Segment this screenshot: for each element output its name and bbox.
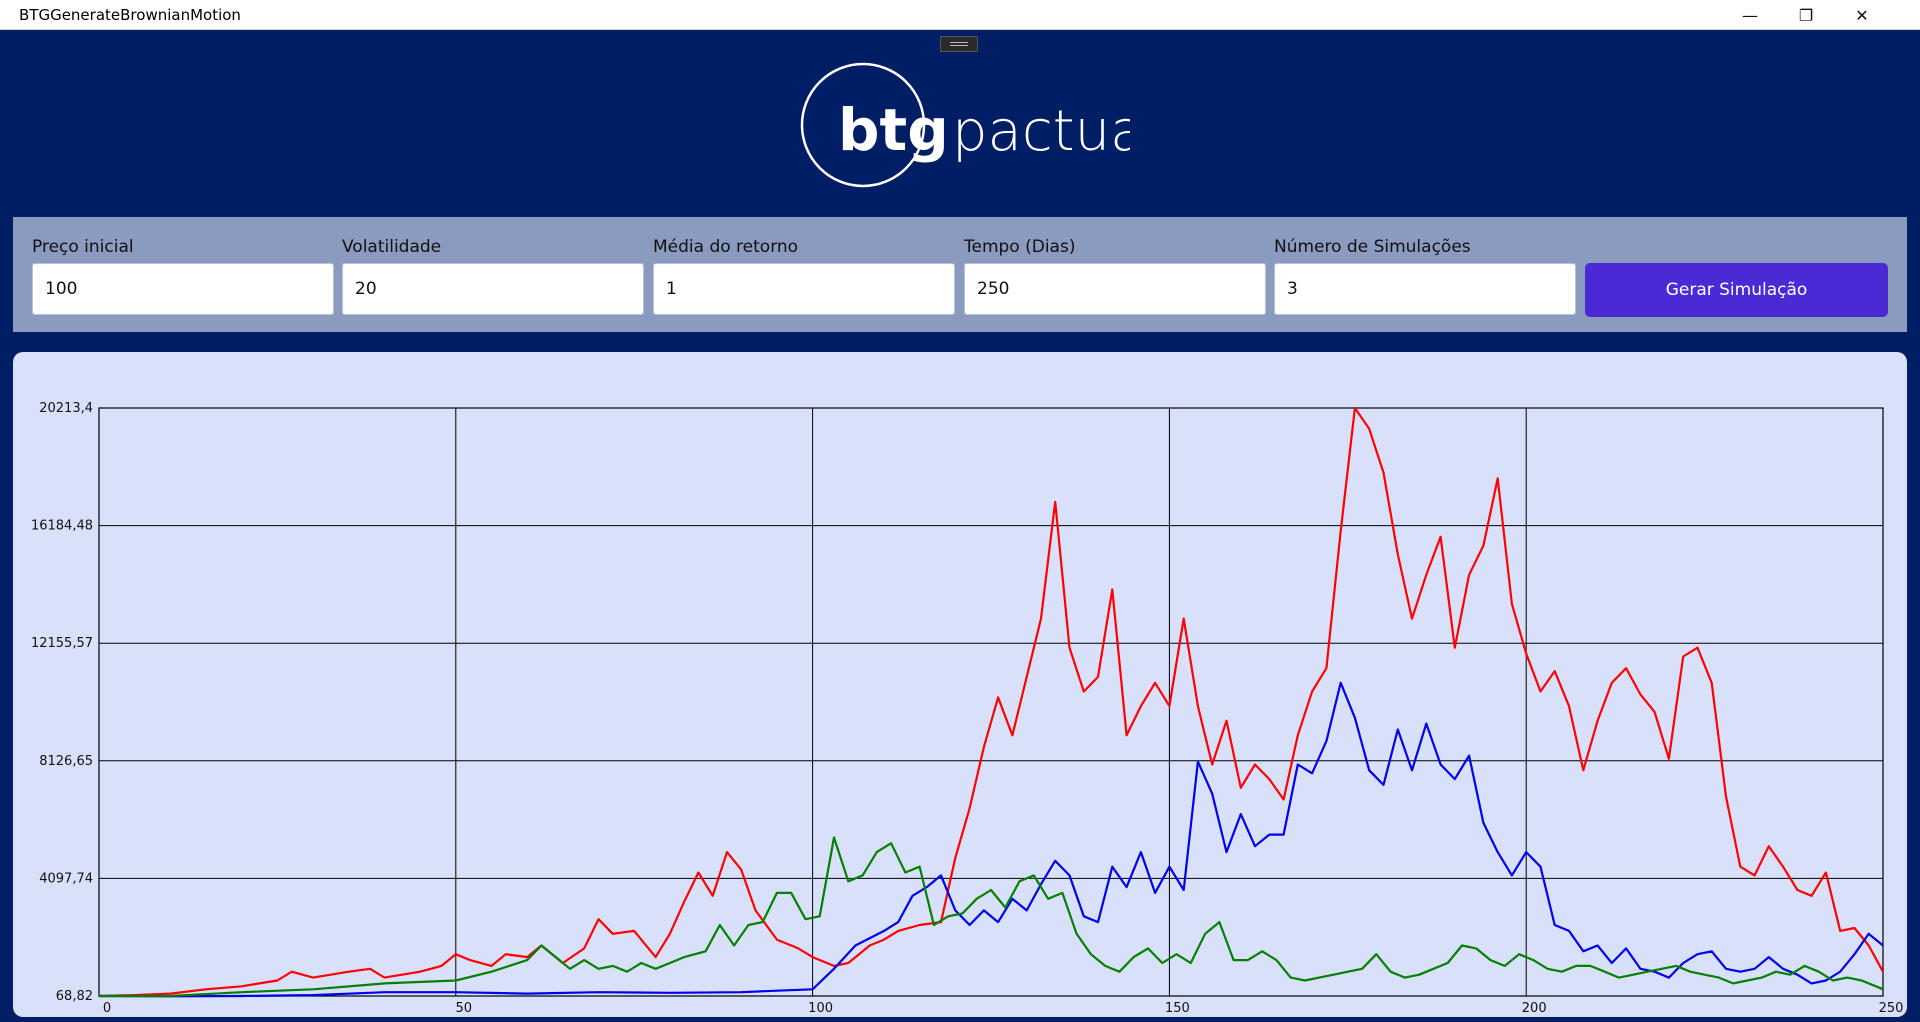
close-button[interactable]: ✕ [1855,5,1869,25]
y-tick-label: 12155,57 [31,636,93,651]
time-days-input[interactable] [964,263,1266,315]
restore-button[interactable]: ❐ [1798,5,1814,25]
series-line-3 [99,836,1884,998]
brownian-motion-chart: 0 50 100 150 200 250 68,82 4097,74 8126,65 12155,… [31,401,1904,1016]
chart-panel: 0 50 100 150 200 250 68,82 4097,74 8126,65 12155,… [13,352,1907,1017]
series-line-2 [98,681,1884,998]
window-title: BTGGenerateBrownianMotion [19,6,241,24]
simulations-count-label: Número de Simulações [1274,237,1471,257]
initial-price-label: Preço inicial [32,237,134,257]
x-tick-label: 200 [1522,1001,1547,1016]
x-tick-label: 250 [1879,1001,1904,1016]
initial-price-input[interactable] [32,263,334,315]
generate-simulation-button[interactable]: Gerar Simulação [1585,263,1888,317]
mean-return-input[interactable] [653,263,955,315]
plot-frame [98,407,1884,997]
x-tick-label: 100 [808,1001,833,1016]
window-titlebar: BTGGenerateBrownianMotion — ❐ ✕ [0,0,1920,30]
y-tick-label: 8126,65 [39,754,93,769]
x-tick-label: 0 [103,1001,111,1016]
x-tick-label: 150 [1165,1001,1190,1016]
logo-circle [800,62,926,188]
time-days-label: Tempo (Dias) [964,237,1076,257]
parameters-panel: Preço inicial Volatilidade Média do reto… [13,217,1907,332]
volatility-input[interactable] [342,263,644,315]
logo-text-bold: btg [838,96,949,164]
y-tick-label: 20213,4 [39,401,93,416]
y-tick-label: 16184,48 [31,519,93,534]
minimize-button[interactable]: — [1742,5,1758,25]
app-body: btg pactual Preço inicial Volatilidade M… [0,30,1920,1022]
x-tick-label: 50 [456,1001,473,1016]
btg-pactual-logo: btg pactual [800,62,1130,188]
series-line-1 [98,406,1884,998]
y-tick-label: 68,82 [56,989,93,1004]
drag-handle[interactable] [940,36,978,52]
mean-return-label: Média do retorno [653,237,799,257]
y-tick-label: 4097,74 [39,871,93,886]
simulations-count-input[interactable] [1274,263,1576,315]
volatility-label: Volatilidade [342,237,442,257]
logo-text-light: pactual [952,99,1130,164]
